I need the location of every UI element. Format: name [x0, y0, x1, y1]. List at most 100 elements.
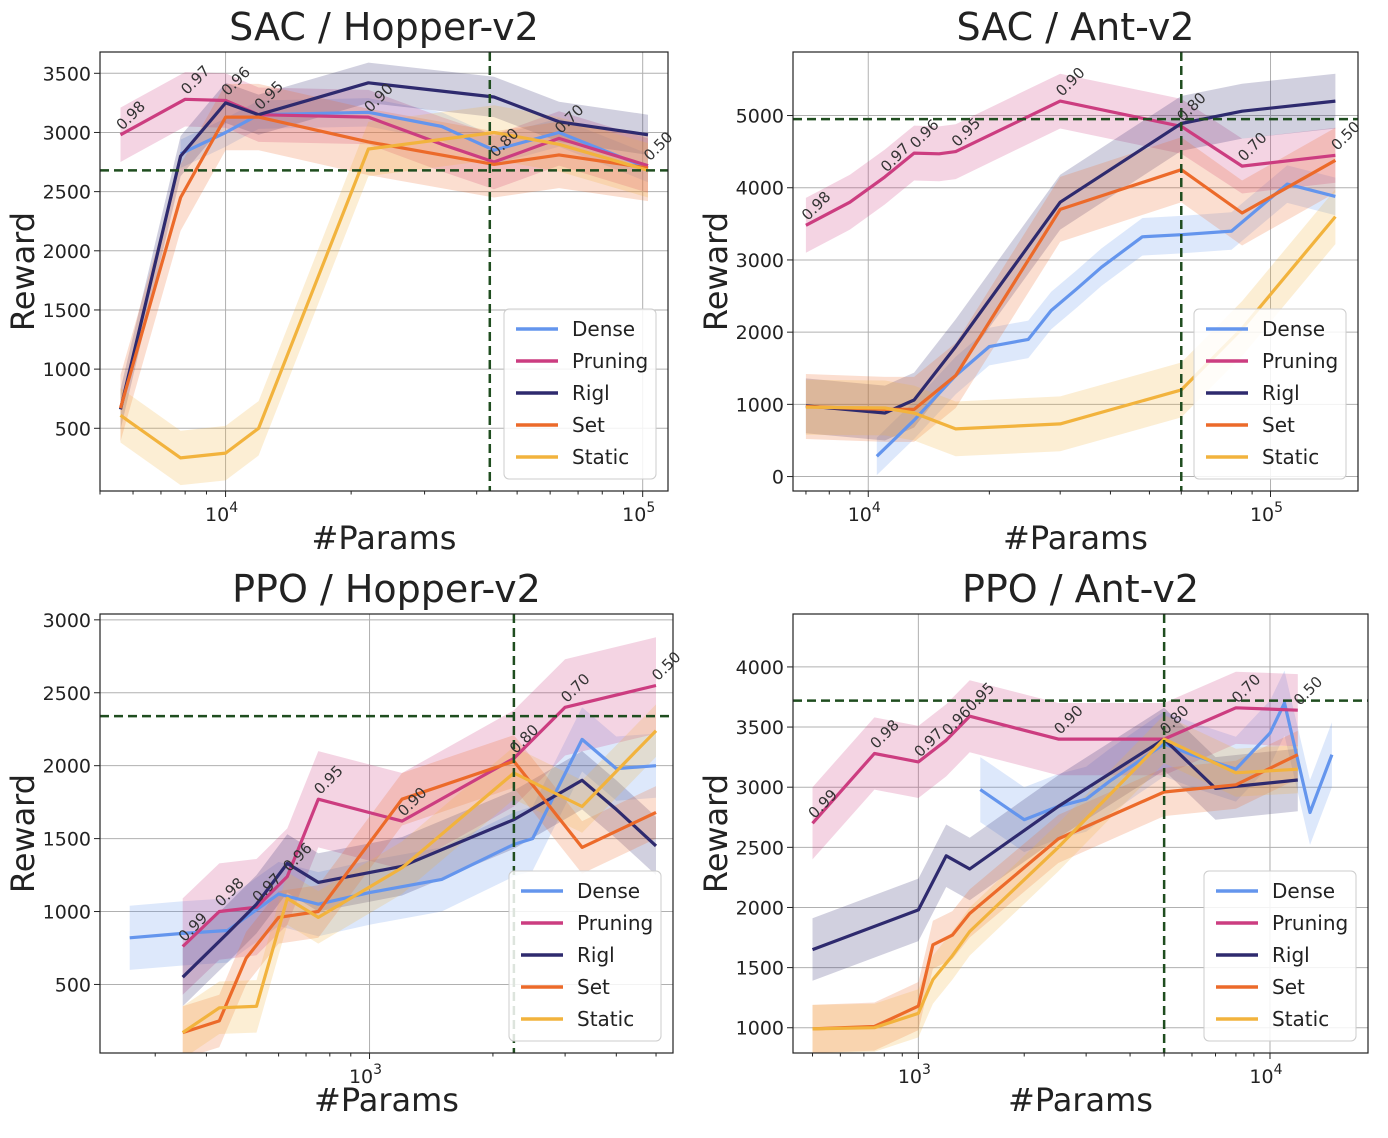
y-tick-label: 1000	[736, 1018, 784, 1040]
y-axis-label: Reward	[4, 212, 42, 331]
series-line-rigl	[811, 737, 1298, 952]
x-axis-label: #Params	[1003, 519, 1148, 557]
chart-title: SAC / Hopper-v2	[229, 5, 539, 49]
band-set	[812, 730, 1298, 1053]
series-line-set	[812, 753, 1299, 1031]
legend: Dense Pruning Rigl Set Static	[1193, 308, 1347, 480]
x-tick-label: 105	[1250, 500, 1283, 526]
y-axis-label: Reward	[4, 774, 42, 893]
legend: Dense Pruning Rigl Set Static	[508, 870, 662, 1042]
legend-label-dense: Dense	[1272, 879, 1335, 903]
axes-frame	[792, 613, 1369, 1054]
plot-area	[100, 614, 673, 1053]
y-tick-label: 2500	[736, 837, 784, 859]
y-axis-label: Reward	[697, 212, 735, 331]
legend-label-pruning: Pruning	[1272, 911, 1348, 935]
y-tick-label: 2000	[43, 241, 91, 263]
chart-panel-2: 0.980.970.96 0.950.900.800.70 0.5001000200…	[697, 5, 1364, 557]
x-tick-label: 103	[349, 1062, 382, 1088]
band-dense	[180, 98, 648, 183]
legend-label-rigl: Rigl	[572, 381, 610, 405]
band-dense	[876, 165, 1336, 476]
series-line-pruning	[119, 97, 649, 168]
axes-frame	[99, 613, 674, 1054]
band-set	[120, 83, 648, 442]
y-tick-label: 3000	[43, 610, 91, 632]
legend-label-static: Static	[1262, 445, 1319, 469]
y-tick-label: 1000	[43, 902, 91, 924]
band-dense	[980, 670, 1332, 853]
grid	[100, 52, 668, 491]
legend-label-dense: Dense	[577, 879, 640, 903]
y-tick-label: 2000	[736, 322, 784, 344]
legend-label-set: Set	[572, 413, 605, 437]
legend-label-dense: Dense	[572, 317, 635, 341]
y-tick-label: 2000	[736, 897, 784, 919]
series-line-dense	[129, 737, 657, 940]
legend: Dense Pruning Rigl Set Static	[1203, 870, 1357, 1042]
legend-label-set: Set	[1262, 413, 1295, 437]
axes-frame	[792, 51, 1359, 492]
series-line-set	[182, 759, 657, 1035]
x-tick-label: 104	[1249, 1062, 1282, 1088]
y-tick-label: 2000	[43, 756, 91, 778]
chart-title: PPO / Hopper-v2	[232, 567, 541, 611]
y-tick-label: 3000	[43, 122, 91, 144]
y-tick-label: 4000	[736, 178, 784, 200]
legend-label-pruning: Pruning	[572, 349, 648, 373]
series-line-rigl	[118, 81, 649, 410]
y-tick-label: 4000	[736, 657, 784, 679]
y-tick-label: 500	[55, 418, 91, 440]
chart-panel-3: 0.990.98 0.970.960.950.900.800.700.505001…	[4, 567, 684, 1119]
axes-frame	[99, 51, 669, 492]
legend-box	[1203, 870, 1357, 1042]
band-pruning	[182, 637, 656, 995]
band-set	[805, 127, 1336, 442]
legend-label-dense: Dense	[1262, 317, 1325, 341]
legend-box	[1193, 308, 1347, 480]
band-rigl	[182, 751, 656, 1007]
band-rigl	[805, 73, 1336, 441]
y-tick-label: 1500	[43, 829, 91, 851]
legend-label-pruning: Pruning	[1262, 349, 1338, 373]
y-tick-label: 2500	[43, 182, 91, 204]
x-tick-label: 103	[898, 1062, 931, 1088]
legend-box	[503, 308, 657, 480]
legend-box	[508, 870, 662, 1042]
band-static	[812, 715, 1298, 1053]
x-tick-label: 104	[848, 500, 881, 526]
series-line-pruning	[805, 99, 1336, 227]
legend-label-rigl: Rigl	[577, 943, 615, 967]
series-line-set	[118, 115, 649, 409]
legend-label-rigl: Rigl	[1272, 943, 1310, 967]
chart-panel-1: 0.980.97 0.960.95 0.900.800.700.5050010001…	[4, 5, 676, 557]
x-axis-label: #Params	[1008, 1081, 1153, 1119]
series-line-static	[181, 729, 658, 1034]
legend: Dense Pruning Rigl Set Static	[503, 308, 657, 480]
y-tick-label: 3500	[736, 717, 784, 739]
series-line-dense	[179, 110, 649, 170]
series-line-pruning	[181, 683, 657, 948]
x-tick-label: 104	[205, 500, 238, 526]
plot-area	[793, 614, 1368, 1053]
legend-label-static: Static	[572, 445, 629, 469]
y-tick-label: 0	[772, 467, 784, 489]
y-tick-label: 3000	[736, 777, 784, 799]
x-tick-label: 105	[622, 500, 655, 526]
legend-label-static: Static	[577, 1007, 634, 1031]
x-axis-label: #Params	[314, 1081, 459, 1119]
chart-panel-4: 0.990.98 0.970.960.950.90 0.800.70 0.501000…	[697, 567, 1369, 1119]
series-line-static	[812, 737, 1298, 1031]
y-tick-label: 1000	[736, 394, 784, 416]
band-pruning	[812, 671, 1298, 860]
series-line-pruning	[811, 706, 1298, 825]
y-tick-label: 3000	[736, 250, 784, 272]
band-static	[120, 105, 648, 486]
y-tick-label: 2500	[43, 683, 91, 705]
plot-area	[100, 52, 668, 491]
legend-label-set: Set	[1272, 975, 1305, 999]
x-axis-label: #Params	[312, 519, 457, 557]
y-tick-label: 1500	[43, 300, 91, 322]
chart-title: SAC / Ant-v2	[957, 5, 1195, 49]
